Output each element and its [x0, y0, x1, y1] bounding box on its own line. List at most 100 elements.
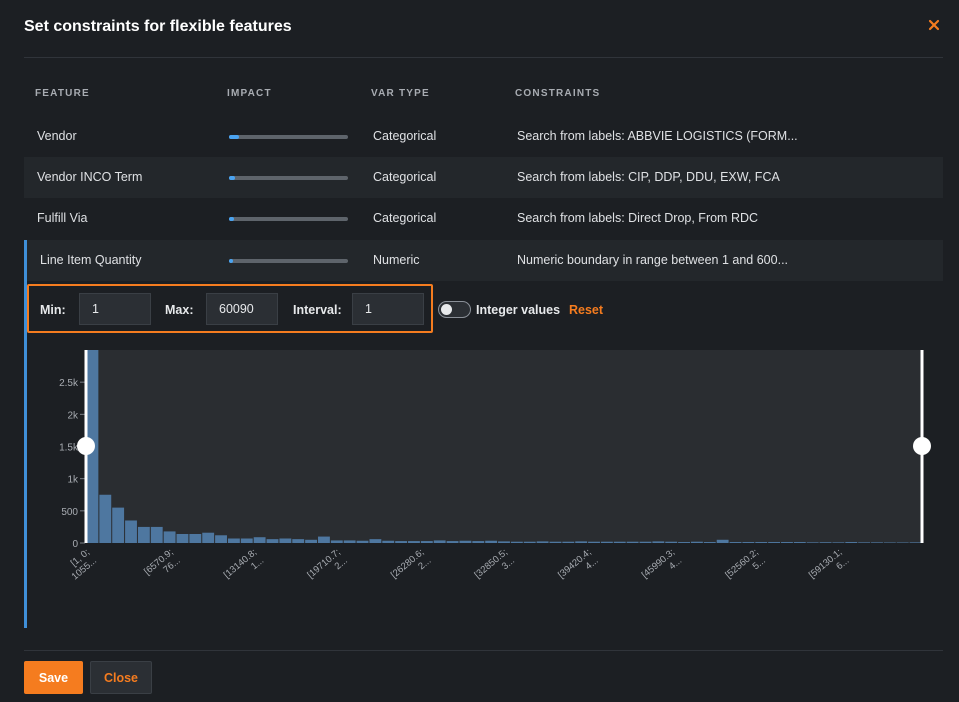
impact-bar — [229, 259, 348, 263]
histogram-bar — [575, 541, 588, 543]
histogram-bar — [472, 541, 485, 543]
histogram-bar — [356, 540, 369, 543]
histogram-bar — [819, 542, 832, 543]
histogram-bar — [395, 541, 408, 543]
header-var-type: VAR TYPE — [371, 88, 430, 99]
var-type: Categorical — [373, 170, 437, 184]
histogram-bar — [137, 526, 150, 543]
histogram-bar — [150, 526, 163, 543]
histogram-bar — [742, 542, 755, 543]
histogram-bar — [652, 541, 665, 543]
histogram-bar — [626, 541, 639, 543]
x-tick-label: [6570.9;76... — [142, 547, 182, 585]
histogram-bar — [240, 538, 253, 543]
var-type: Categorical — [373, 129, 437, 143]
histogram-bar — [536, 541, 549, 543]
feature-row-fulfill-via[interactable]: Fulfill Via Categorical Search from labe… — [24, 198, 943, 239]
header-divider — [24, 57, 943, 58]
histogram-bar — [755, 542, 768, 543]
feature-name: Vendor INCO Term — [37, 170, 143, 184]
header-impact: IMPACT — [227, 88, 272, 99]
histogram-bar — [806, 542, 819, 543]
close-icon[interactable] — [925, 16, 943, 34]
plot-area — [86, 350, 922, 543]
histogram-bar — [112, 507, 125, 543]
histogram-bar — [227, 538, 240, 543]
close-button[interactable]: Close — [90, 661, 152, 694]
histogram-bar — [215, 535, 227, 543]
histogram-bar — [793, 542, 806, 543]
histogram-bar — [408, 541, 420, 543]
histogram-bar — [318, 536, 330, 543]
y-tick-label: 2.5k — [59, 378, 79, 389]
x-tick-label: [19710.7;2... — [305, 547, 349, 585]
histogram-bar — [433, 540, 446, 543]
histogram-bar — [446, 541, 459, 543]
min-label: Min: — [40, 303, 66, 317]
histogram-bar — [202, 532, 215, 543]
histogram-bar — [562, 541, 575, 543]
header-feature: FEATURE — [35, 88, 90, 99]
var-type: Categorical — [373, 211, 437, 225]
histogram-bar — [639, 541, 652, 543]
histogram-bar — [613, 541, 626, 543]
x-tick-label: [1, 0;1055... — [63, 547, 99, 583]
table-header: FEATURE IMPACT VAR TYPE CONSTRAINTS — [24, 88, 943, 108]
impact-bar — [229, 217, 348, 221]
histogram-bar — [523, 541, 536, 543]
impact-bar — [229, 135, 348, 139]
range-min-handle[interactable] — [77, 350, 95, 543]
histogram-bar — [690, 541, 703, 543]
histogram-bar — [549, 541, 562, 543]
feature-row-vendor[interactable]: Vendor Categorical Search from labels: A… — [24, 116, 943, 157]
histogram-bar — [330, 540, 343, 543]
range-max-handle[interactable] — [913, 350, 931, 543]
range-controls-highlight — [27, 284, 433, 333]
feature-row-vendor-inco-term[interactable]: Vendor INCO Term Categorical Search from… — [24, 157, 943, 198]
y-tick-label: 1k — [67, 475, 79, 486]
histogram-bar — [279, 538, 292, 543]
constraint-summary: Search from labels: ABBVIE LOGISTICS (FO… — [517, 129, 798, 143]
histogram-bar — [253, 537, 266, 543]
feature-name: Fulfill Via — [37, 211, 88, 225]
quantity-histogram: 0 500 1k 1.5k 2k 2.5k [1, 0;1055... [6570.9;76.… — [59, 350, 931, 585]
histogram-bar — [292, 539, 305, 543]
histogram-bar — [600, 541, 613, 543]
min-input[interactable] — [79, 293, 151, 325]
histogram-bar — [845, 542, 858, 543]
y-tick-label: 1.5k — [59, 443, 79, 454]
histogram-bar — [305, 539, 318, 543]
impact-bar — [229, 176, 348, 180]
histogram-bar — [382, 540, 395, 543]
var-type: Numeric — [373, 253, 420, 267]
reset-link[interactable]: Reset — [569, 303, 604, 317]
constraint-summary: Search from labels: CIP, DDP, DDU, EXW, … — [517, 170, 780, 184]
save-button[interactable]: Save — [24, 661, 83, 694]
x-tick-label: [26280.6;2... — [389, 547, 433, 585]
expanded-section-indicator — [24, 281, 27, 628]
x-tick-label: [52560.2;5... — [723, 547, 767, 585]
toggle-knob — [441, 304, 452, 315]
histogram-bar — [459, 540, 472, 543]
x-tick-label: [32850.5;3... — [473, 547, 517, 585]
histogram-bar — [163, 531, 176, 543]
histogram-bar — [343, 540, 356, 543]
x-tick-label: [59130.1;6... — [807, 547, 851, 585]
constraint-summary: Search from labels: Direct Drop, From RD… — [517, 211, 759, 225]
histogram-bar — [716, 539, 729, 543]
histogram-bar — [883, 542, 896, 543]
histogram-bar — [99, 494, 112, 543]
interval-input[interactable] — [352, 293, 424, 325]
feature-row-line-item-quantity[interactable]: Line Item Quantity Numeric Numeric bound… — [24, 240, 943, 281]
header-constraints: CONSTRAINTS — [515, 88, 601, 99]
histogram-bar — [665, 541, 678, 543]
interval-label: Interval: — [293, 303, 342, 317]
histogram-bar — [125, 520, 137, 543]
histogram-bar — [871, 542, 883, 543]
histogram-bar — [703, 542, 716, 543]
integer-values-toggle[interactable] — [438, 301, 471, 318]
histogram-bar — [768, 542, 781, 543]
histogram-bar — [896, 542, 909, 543]
histogram-bar — [729, 542, 742, 543]
max-input[interactable] — [206, 293, 278, 325]
